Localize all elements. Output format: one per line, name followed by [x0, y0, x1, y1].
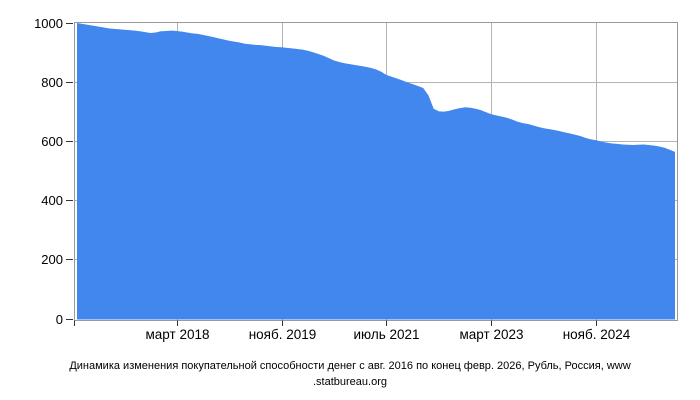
chart-caption: Динамика изменения покупательной способн… — [0, 359, 700, 390]
y-tick-label: 200 — [41, 252, 63, 267]
area-series — [77, 23, 675, 320]
x-axis: март 2018 нояб. 2019 июль 2021 март 2023 ноя… — [74, 320, 631, 342]
y-tick-label: 0 — [56, 312, 63, 327]
y-axis: 0 200 400 600 800 1000 — [34, 16, 73, 327]
x-tick-label: март 2018 — [146, 327, 210, 342]
caption-line-1: Динамика изменения покупательной способн… — [69, 360, 631, 372]
x-tick-label: июль 2021 — [353, 327, 419, 342]
y-tick-label: 400 — [41, 193, 63, 208]
plot-border — [74, 22, 678, 321]
x-tick-label: нояб. 2024 — [563, 327, 631, 342]
x-tick-label: март 2023 — [460, 327, 524, 342]
chart-canvas: 0 200 400 600 800 1000 март 2018 нояб. 2019 июл… — [34, 16, 678, 342]
y-tick-label: 800 — [41, 75, 63, 90]
x-tick-label: нояб. 2019 — [249, 327, 317, 342]
y-tick-label: 1000 — [34, 16, 63, 31]
caption-line-2: .statbureau.org — [313, 375, 387, 388]
y-tick-label: 600 — [41, 134, 63, 149]
